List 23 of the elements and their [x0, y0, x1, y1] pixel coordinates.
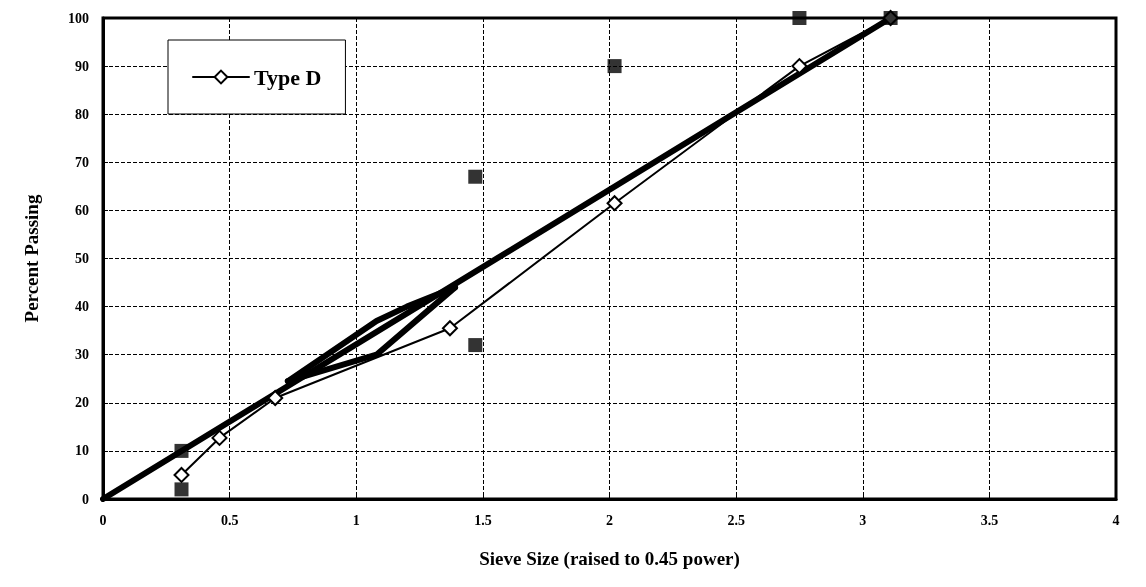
y-tick-label: 80: [75, 106, 89, 122]
y-tick-label: 30: [75, 347, 89, 363]
legend-label: Type D: [254, 64, 322, 90]
x-tick-label: 0.5: [220, 512, 239, 528]
y-tick-label: 50: [75, 251, 89, 266]
x-tick-label: 0: [99, 512, 107, 528]
y-tick-label: 0: [82, 491, 89, 507]
x-tick-label: 4: [1112, 512, 1120, 528]
x-tick-label: 3.5: [980, 512, 999, 528]
y-tick-label: 20: [75, 395, 89, 411]
y-tick-label: 100: [68, 10, 89, 26]
y-axis-title: Percent Passing: [21, 194, 42, 323]
y-tick-label: 70: [75, 154, 89, 170]
x-tick-label: 3: [859, 512, 867, 528]
y-tick-label: 60: [75, 202, 89, 218]
y-tick-label: 40: [75, 299, 89, 315]
x-tick-label: 2.5: [727, 512, 745, 528]
x-tick-label: 1: [352, 512, 360, 528]
x-axis-title: Sieve Size (raised to 0.45 power): [479, 548, 740, 570]
y-tick-label: 90: [75, 58, 89, 74]
y-tick-label: 10: [75, 443, 89, 459]
x-tick-label: 1.5: [474, 512, 492, 528]
x-tick-label: 2: [606, 512, 613, 528]
